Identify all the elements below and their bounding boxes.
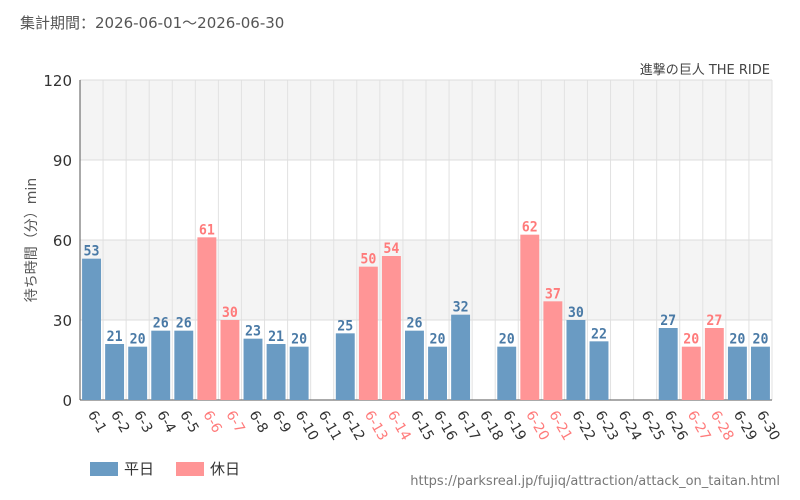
bar-value-label: 26 (153, 316, 169, 332)
bar-6-8 (243, 338, 263, 400)
bar-value-label: 30 (222, 305, 238, 321)
bar-value-label: 27 (706, 313, 722, 329)
bar-value-label: 20 (430, 332, 446, 348)
x-tick-label: 6-10 (292, 408, 322, 444)
x-tick-label: 6-22 (568, 408, 598, 444)
x-tick-label: 6-7 (222, 408, 247, 436)
legend-item-weekday: 平日 (90, 458, 154, 479)
bar-6-28 (704, 328, 724, 400)
bar-6-22 (566, 320, 586, 400)
bar-value-label: 62 (522, 220, 538, 236)
bar-value-label: 37 (545, 286, 561, 302)
bar-value-label: 26 (406, 316, 422, 332)
x-tick-label: 6-11 (315, 408, 345, 444)
bar-value-label: 54 (383, 241, 399, 257)
x-tick-label: 6-14 (384, 408, 414, 444)
bar-value-label: 61 (199, 222, 215, 238)
x-tick-label: 6-21 (545, 408, 575, 444)
x-tick-label: 6-13 (361, 408, 391, 444)
bar-6-19 (497, 346, 517, 400)
bar-value-label: 20 (130, 332, 146, 348)
x-tick-label: 6-2 (107, 408, 132, 436)
bar-6-26 (658, 328, 678, 400)
bar-6-1 (82, 258, 101, 400)
source-url: https://parksreal.jp/fujiq/attraction/at… (410, 474, 780, 489)
bar-6-12 (335, 333, 355, 400)
x-tick-label: 6-3 (130, 408, 155, 436)
x-tick-label: 6-6 (199, 408, 224, 436)
x-tick-label: 6-28 (707, 408, 737, 444)
y-tick-label: 90 (53, 152, 72, 170)
bar-value-label: 20 (683, 332, 699, 348)
x-tick-label: 6-1 (84, 408, 109, 436)
legend: 平日 休日 (90, 458, 262, 479)
x-tick-label: 6-24 (615, 408, 645, 444)
x-tick-label: 6-17 (453, 408, 483, 444)
x-tick-label: 6-20 (522, 408, 552, 444)
bar-6-23 (589, 341, 609, 400)
bar-value-label: 53 (84, 244, 100, 260)
x-tick-label: 6-12 (338, 408, 368, 444)
bar-6-6 (197, 237, 217, 400)
bar-6-17 (451, 314, 471, 400)
x-tick-label: 6-5 (176, 408, 201, 436)
y-tick-label: 30 (53, 312, 72, 330)
x-tick-label: 6-25 (638, 408, 668, 444)
bar-value-label: 32 (453, 300, 469, 316)
bar-value-label: 23 (245, 324, 261, 340)
period-label: 集計期間：2026-06-01～2026-06-30 (20, 14, 285, 32)
bar-6-30 (751, 346, 770, 400)
y-tick-label: 60 (53, 232, 72, 250)
x-tick-label: 6-9 (269, 408, 294, 436)
x-tick-label: 6-15 (407, 408, 437, 444)
x-tick-label: 6-26 (661, 408, 691, 444)
bar-6-7 (220, 320, 240, 400)
legend-item-holiday: 休日 (176, 458, 240, 479)
bar-value-label: 22 (591, 326, 607, 342)
bar-6-21 (543, 301, 563, 400)
bar-value-label: 26 (176, 316, 192, 332)
bar-value-label: 20 (752, 332, 768, 348)
legend-swatch-holiday (176, 461, 205, 476)
bar-value-label: 20 (729, 332, 745, 348)
bar-6-5 (174, 330, 194, 400)
bar-6-14 (381, 256, 401, 400)
x-tick-label: 6-8 (246, 408, 271, 436)
bar-6-4 (151, 330, 171, 400)
x-tick-label: 6-29 (730, 408, 760, 444)
bar-6-3 (128, 346, 148, 400)
bar-6-10 (289, 346, 309, 400)
x-tick-label: 6-27 (684, 408, 714, 444)
legend-swatch-weekday (90, 461, 118, 476)
bar-6-27 (681, 346, 701, 400)
x-tick-label: 6-23 (592, 408, 622, 444)
y-axis-label: 待ち時間（分）min (24, 178, 40, 302)
bar-6-15 (405, 330, 424, 400)
x-tick-label: 6-19 (499, 408, 529, 444)
chart-title: 進撃の巨人 THE RIDE (640, 62, 770, 78)
bar-6-2 (105, 344, 125, 400)
x-tick-label: 6-18 (476, 408, 506, 444)
y-tick-label: 0 (62, 392, 72, 410)
legend-label-holiday: 休日 (210, 460, 241, 478)
bar-6-29 (727, 346, 747, 400)
bar-6-9 (266, 344, 286, 400)
x-tick-label: 6-30 (753, 408, 783, 444)
bar-value-label: 21 (268, 329, 284, 345)
bar-value-label: 50 (360, 252, 376, 268)
bar-value-label: 20 (499, 332, 515, 348)
bar-value-label: 30 (568, 305, 584, 321)
bar-6-13 (358, 266, 378, 400)
bar-value-label: 21 (107, 329, 123, 345)
y-tick-label: 120 (43, 72, 72, 90)
legend-label-weekday: 平日 (124, 460, 155, 478)
bar-value-label: 20 (291, 332, 307, 348)
x-tick-label: 6-4 (153, 408, 178, 436)
x-tick-label: 6-16 (430, 408, 460, 444)
bar-6-20 (520, 234, 540, 400)
bar-value-label: 25 (337, 318, 353, 334)
bar-6-16 (428, 346, 447, 400)
bar-value-label: 27 (660, 313, 676, 329)
